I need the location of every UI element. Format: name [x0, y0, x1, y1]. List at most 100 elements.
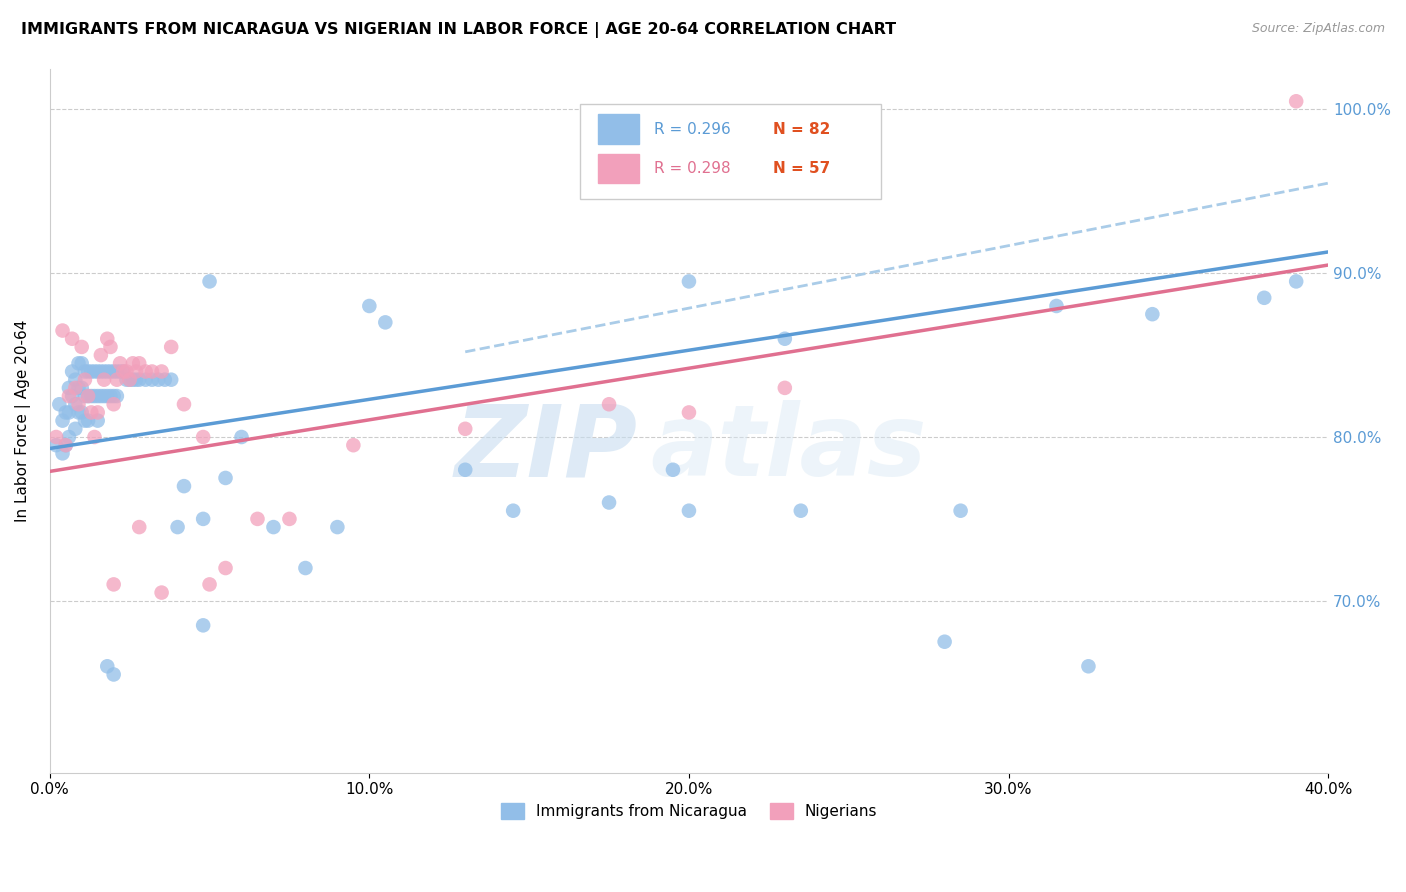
Point	[60, 364, 83, 378]
Point	[160, 373, 183, 387]
Y-axis label: In Labor Force | Age 20-64: In Labor Force | Age 20-64	[15, 319, 31, 522]
Point	[173, 479, 195, 493]
Text: R = 0.298: R = 0.298	[654, 161, 731, 176]
Point	[128, 356, 150, 370]
Point	[55, 438, 77, 452]
Point	[141, 364, 163, 378]
Point	[67, 356, 90, 370]
Point	[58, 430, 80, 444]
Point	[60, 332, 83, 346]
Point	[598, 397, 620, 411]
Point	[326, 520, 349, 534]
Point	[93, 389, 115, 403]
Point	[191, 512, 214, 526]
Point	[103, 364, 125, 378]
Point	[80, 405, 103, 419]
Point	[246, 512, 269, 526]
Point	[86, 414, 108, 428]
Point	[598, 495, 620, 509]
Point	[125, 364, 148, 378]
Point	[166, 520, 188, 534]
Point	[65, 397, 87, 411]
Point	[191, 618, 214, 632]
Point	[73, 389, 96, 403]
Point	[96, 332, 118, 346]
Point	[128, 373, 150, 387]
Point	[55, 405, 77, 419]
Point	[58, 381, 80, 395]
Point	[51, 446, 73, 460]
Point	[150, 364, 173, 378]
Point	[67, 397, 90, 411]
Point	[454, 422, 477, 436]
Text: ZIP: ZIP	[454, 401, 638, 498]
Point	[121, 373, 143, 387]
Point	[51, 324, 73, 338]
Point	[65, 422, 87, 436]
Point	[103, 577, 125, 591]
Point	[108, 364, 131, 378]
Point	[374, 315, 396, 329]
Point	[773, 332, 796, 346]
Point	[103, 397, 125, 411]
Point	[135, 373, 157, 387]
Point	[773, 381, 796, 395]
Point	[90, 364, 112, 378]
Point	[118, 373, 141, 387]
Point	[231, 430, 253, 444]
Point	[160, 340, 183, 354]
Text: N = 57: N = 57	[773, 161, 831, 176]
Point	[51, 414, 73, 428]
Point	[70, 356, 93, 370]
Point	[70, 405, 93, 419]
Point	[93, 364, 115, 378]
Point	[48, 397, 70, 411]
FancyBboxPatch shape	[581, 103, 880, 199]
Point	[103, 389, 125, 403]
Point	[67, 405, 90, 419]
Text: Source: ZipAtlas.com: Source: ZipAtlas.com	[1251, 22, 1385, 36]
Point	[214, 471, 236, 485]
Point	[678, 504, 700, 518]
Point	[58, 389, 80, 403]
Point	[125, 373, 148, 387]
Point	[115, 364, 138, 378]
Legend: Immigrants from Nicaragua, Nigerians: Immigrants from Nicaragua, Nigerians	[495, 797, 883, 825]
Bar	[598, 153, 640, 184]
Point	[141, 373, 163, 387]
Point	[454, 463, 477, 477]
Point	[96, 659, 118, 673]
Point	[105, 364, 128, 378]
Point	[80, 389, 103, 403]
Point	[678, 274, 700, 288]
Text: N = 82: N = 82	[773, 121, 831, 136]
Point	[263, 520, 285, 534]
Point	[83, 430, 105, 444]
Point	[112, 364, 135, 378]
Point	[1045, 299, 1067, 313]
Point	[73, 414, 96, 428]
Point	[105, 389, 128, 403]
Point	[77, 414, 100, 428]
Point	[83, 364, 105, 378]
Point	[73, 364, 96, 378]
Point	[45, 438, 67, 452]
Point	[77, 389, 100, 403]
Point	[1077, 659, 1099, 673]
Point	[1285, 274, 1308, 288]
Bar	[598, 114, 640, 144]
Point	[949, 504, 972, 518]
Point	[198, 577, 221, 591]
Point	[100, 389, 122, 403]
Point	[118, 373, 141, 387]
Point	[96, 389, 118, 403]
Point	[294, 561, 316, 575]
Point	[77, 389, 100, 403]
Text: atlas: atlas	[651, 401, 927, 498]
Point	[278, 512, 301, 526]
Point	[70, 381, 93, 395]
Point	[790, 504, 813, 518]
Point	[662, 463, 685, 477]
Point	[678, 405, 700, 419]
Point	[86, 405, 108, 419]
